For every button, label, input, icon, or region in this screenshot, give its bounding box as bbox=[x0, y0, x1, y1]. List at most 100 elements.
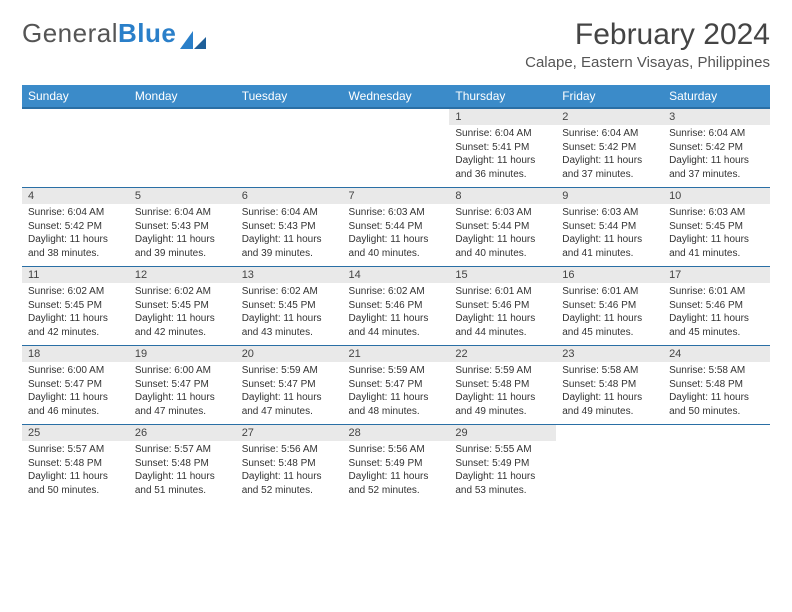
daylight-text: Daylight: 11 hours and 38 minutes. bbox=[28, 233, 123, 260]
logo: GeneralBlue bbox=[22, 18, 206, 49]
day-detail-cell: Sunrise: 5:59 AMSunset: 5:47 PMDaylight:… bbox=[236, 362, 343, 425]
daylight-text: Daylight: 11 hours and 50 minutes. bbox=[669, 391, 764, 418]
sunset-text: Sunset: 5:44 PM bbox=[562, 220, 657, 234]
day-detail-cell: Sunrise: 5:58 AMSunset: 5:48 PMDaylight:… bbox=[663, 362, 770, 425]
month-title: February 2024 bbox=[525, 18, 770, 52]
day-number-cell bbox=[663, 425, 770, 442]
daylight-text: Daylight: 11 hours and 47 minutes. bbox=[242, 391, 337, 418]
day-detail-cell: Sunrise: 5:58 AMSunset: 5:48 PMDaylight:… bbox=[556, 362, 663, 425]
daylight-text: Daylight: 11 hours and 50 minutes. bbox=[28, 470, 123, 497]
sunrise-text: Sunrise: 5:58 AM bbox=[669, 364, 764, 378]
sunrise-text: Sunrise: 6:01 AM bbox=[562, 285, 657, 299]
sunset-text: Sunset: 5:47 PM bbox=[349, 378, 444, 392]
sunrise-text: Sunrise: 6:02 AM bbox=[242, 285, 337, 299]
header: GeneralBlue February 2024 Calape, Easter… bbox=[22, 18, 770, 71]
sunset-text: Sunset: 5:46 PM bbox=[349, 299, 444, 313]
day-detail-cell: Sunrise: 6:04 AMSunset: 5:41 PMDaylight:… bbox=[449, 125, 556, 188]
daylight-text: Daylight: 11 hours and 40 minutes. bbox=[455, 233, 550, 260]
sunset-text: Sunset: 5:42 PM bbox=[562, 141, 657, 155]
sunset-text: Sunset: 5:47 PM bbox=[135, 378, 230, 392]
daylight-text: Daylight: 11 hours and 53 minutes. bbox=[455, 470, 550, 497]
day-number-cell bbox=[556, 425, 663, 442]
day-number-cell: 7 bbox=[343, 188, 450, 205]
sunrise-text: Sunrise: 6:01 AM bbox=[455, 285, 550, 299]
day-number-cell: 3 bbox=[663, 108, 770, 125]
day-detail-cell: Sunrise: 5:57 AMSunset: 5:48 PMDaylight:… bbox=[22, 441, 129, 503]
day-number-cell: 29 bbox=[449, 425, 556, 442]
day-number-cell: 15 bbox=[449, 267, 556, 284]
day-number-row: 18192021222324 bbox=[22, 346, 770, 363]
calendar-table: SundayMondayTuesdayWednesdayThursdayFrid… bbox=[22, 85, 770, 503]
title-block: February 2024 Calape, Eastern Visayas, P… bbox=[525, 18, 770, 71]
weekday-header: Tuesday bbox=[236, 85, 343, 108]
day-detail-cell bbox=[236, 125, 343, 188]
sunrise-text: Sunrise: 6:04 AM bbox=[242, 206, 337, 220]
sunrise-text: Sunrise: 5:55 AM bbox=[455, 443, 550, 457]
location-text: Calape, Eastern Visayas, Philippines bbox=[525, 54, 770, 71]
weekday-header: Thursday bbox=[449, 85, 556, 108]
day-number-cell: 17 bbox=[663, 267, 770, 284]
day-number-cell: 26 bbox=[129, 425, 236, 442]
day-detail-cell bbox=[663, 441, 770, 503]
sunrise-text: Sunrise: 6:02 AM bbox=[349, 285, 444, 299]
day-number-cell: 1 bbox=[449, 108, 556, 125]
daylight-text: Daylight: 11 hours and 42 minutes. bbox=[135, 312, 230, 339]
day-number-cell: 8 bbox=[449, 188, 556, 205]
day-detail-row: Sunrise: 6:02 AMSunset: 5:45 PMDaylight:… bbox=[22, 283, 770, 346]
day-detail-cell bbox=[22, 125, 129, 188]
day-number-row: 11121314151617 bbox=[22, 267, 770, 284]
day-detail-cell: Sunrise: 5:59 AMSunset: 5:48 PMDaylight:… bbox=[449, 362, 556, 425]
sunrise-text: Sunrise: 5:57 AM bbox=[28, 443, 123, 457]
daylight-text: Daylight: 11 hours and 45 minutes. bbox=[669, 312, 764, 339]
sunrise-text: Sunrise: 6:04 AM bbox=[562, 127, 657, 141]
day-detail-cell: Sunrise: 6:04 AMSunset: 5:42 PMDaylight:… bbox=[22, 204, 129, 267]
sunset-text: Sunset: 5:45 PM bbox=[135, 299, 230, 313]
sunrise-text: Sunrise: 6:04 AM bbox=[455, 127, 550, 141]
daylight-text: Daylight: 11 hours and 41 minutes. bbox=[562, 233, 657, 260]
day-detail-row: Sunrise: 5:57 AMSunset: 5:48 PMDaylight:… bbox=[22, 441, 770, 503]
sunrise-text: Sunrise: 6:02 AM bbox=[28, 285, 123, 299]
day-detail-cell bbox=[556, 441, 663, 503]
weekday-header: Saturday bbox=[663, 85, 770, 108]
daylight-text: Daylight: 11 hours and 41 minutes. bbox=[669, 233, 764, 260]
sunset-text: Sunset: 5:42 PM bbox=[28, 220, 123, 234]
sunrise-text: Sunrise: 5:59 AM bbox=[242, 364, 337, 378]
day-number-cell: 9 bbox=[556, 188, 663, 205]
day-detail-cell: Sunrise: 6:02 AMSunset: 5:46 PMDaylight:… bbox=[343, 283, 450, 346]
sunrise-text: Sunrise: 6:01 AM bbox=[669, 285, 764, 299]
daylight-text: Daylight: 11 hours and 52 minutes. bbox=[349, 470, 444, 497]
day-number-cell: 24 bbox=[663, 346, 770, 363]
day-detail-cell: Sunrise: 6:04 AMSunset: 5:42 PMDaylight:… bbox=[556, 125, 663, 188]
daylight-text: Daylight: 11 hours and 39 minutes. bbox=[135, 233, 230, 260]
sunrise-text: Sunrise: 5:59 AM bbox=[349, 364, 444, 378]
day-number-cell: 18 bbox=[22, 346, 129, 363]
calendar-body: 123Sunrise: 6:04 AMSunset: 5:41 PMDaylig… bbox=[22, 108, 770, 503]
sunset-text: Sunset: 5:44 PM bbox=[455, 220, 550, 234]
day-number-cell: 4 bbox=[22, 188, 129, 205]
sunrise-text: Sunrise: 6:00 AM bbox=[135, 364, 230, 378]
day-detail-cell: Sunrise: 6:03 AMSunset: 5:44 PMDaylight:… bbox=[556, 204, 663, 267]
sunrise-text: Sunrise: 6:00 AM bbox=[28, 364, 123, 378]
daylight-text: Daylight: 11 hours and 46 minutes. bbox=[28, 391, 123, 418]
day-number-cell: 19 bbox=[129, 346, 236, 363]
sunset-text: Sunset: 5:45 PM bbox=[242, 299, 337, 313]
sunrise-text: Sunrise: 6:02 AM bbox=[135, 285, 230, 299]
sunset-text: Sunset: 5:43 PM bbox=[242, 220, 337, 234]
sunrise-text: Sunrise: 5:59 AM bbox=[455, 364, 550, 378]
daylight-text: Daylight: 11 hours and 40 minutes. bbox=[349, 233, 444, 260]
daylight-text: Daylight: 11 hours and 45 minutes. bbox=[562, 312, 657, 339]
daylight-text: Daylight: 11 hours and 39 minutes. bbox=[242, 233, 337, 260]
day-number-cell bbox=[343, 108, 450, 125]
sunset-text: Sunset: 5:42 PM bbox=[669, 141, 764, 155]
day-number-cell: 20 bbox=[236, 346, 343, 363]
sunrise-text: Sunrise: 6:03 AM bbox=[562, 206, 657, 220]
day-detail-cell: Sunrise: 6:03 AMSunset: 5:44 PMDaylight:… bbox=[449, 204, 556, 267]
day-detail-row: Sunrise: 6:04 AMSunset: 5:41 PMDaylight:… bbox=[22, 125, 770, 188]
weekday-header: Sunday bbox=[22, 85, 129, 108]
sunset-text: Sunset: 5:41 PM bbox=[455, 141, 550, 155]
sunset-text: Sunset: 5:48 PM bbox=[242, 457, 337, 471]
sunset-text: Sunset: 5:48 PM bbox=[28, 457, 123, 471]
day-detail-cell bbox=[343, 125, 450, 188]
sunrise-text: Sunrise: 5:58 AM bbox=[562, 364, 657, 378]
weekday-header-row: SundayMondayTuesdayWednesdayThursdayFrid… bbox=[22, 85, 770, 108]
